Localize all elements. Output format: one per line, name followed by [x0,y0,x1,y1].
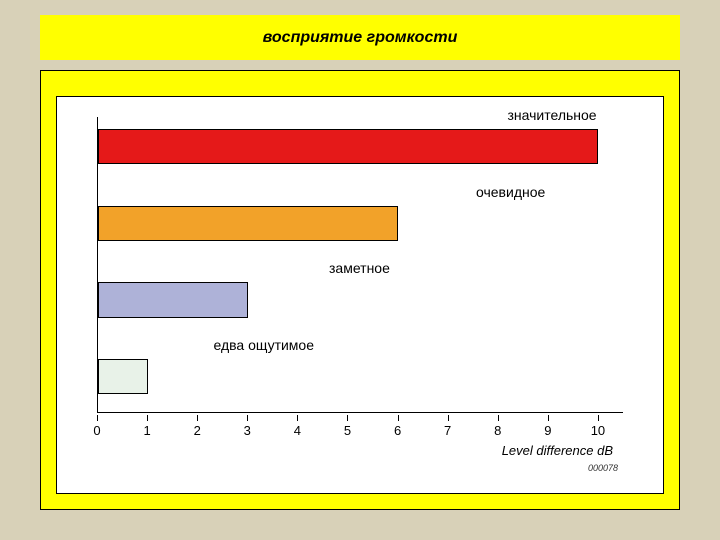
x-tick-label: 5 [344,423,351,438]
bar [98,282,248,317]
x-tick [448,415,449,421]
x-tick [598,415,599,421]
x-tick-label: 9 [544,423,551,438]
bar-label: очевидное [476,184,545,200]
chart-outer-panel: значительное очевидное заметное едва ощутим… [40,70,680,510]
bar-label: значительное [508,107,597,123]
title-band: восприятие громкости [40,15,680,60]
bar-row: очевидное [98,206,623,241]
x-tick-label: 1 [143,423,150,438]
x-tick-label: 4 [294,423,301,438]
bar-row: заметное [98,282,623,317]
bar-row: значительное [98,129,623,164]
x-axis-label: Level difference dB [502,443,613,458]
bar [98,129,598,164]
x-tick-label: 10 [591,423,605,438]
x-tick-label: 7 [444,423,451,438]
page-background: восприятие громкости значительное очевидн… [0,0,720,540]
x-tick [347,415,348,421]
x-tick [247,415,248,421]
x-tick [197,415,198,421]
x-tick [147,415,148,421]
x-tick [548,415,549,421]
bar [98,206,398,241]
bar-row: едва ощутимое [98,359,623,394]
x-tick-label: 6 [394,423,401,438]
x-tick [97,415,98,421]
bar [98,359,148,394]
x-axis: 012345678910 [97,415,623,435]
plot-area: значительное очевидное заметное едва ощутим… [97,117,623,413]
bar-label: заметное [329,260,390,276]
x-tick-label: 2 [194,423,201,438]
chart-id: 000078 [588,463,618,473]
chart-panel: значительное очевидное заметное едва ощутим… [56,96,664,494]
x-tick [297,415,298,421]
x-tick [398,415,399,421]
x-tick-label: 3 [244,423,251,438]
bar-label: едва ощутимое [214,337,315,353]
x-tick-label: 0 [93,423,100,438]
page-title: восприятие громкости [263,29,458,47]
x-tick-label: 8 [494,423,501,438]
x-tick [498,415,499,421]
